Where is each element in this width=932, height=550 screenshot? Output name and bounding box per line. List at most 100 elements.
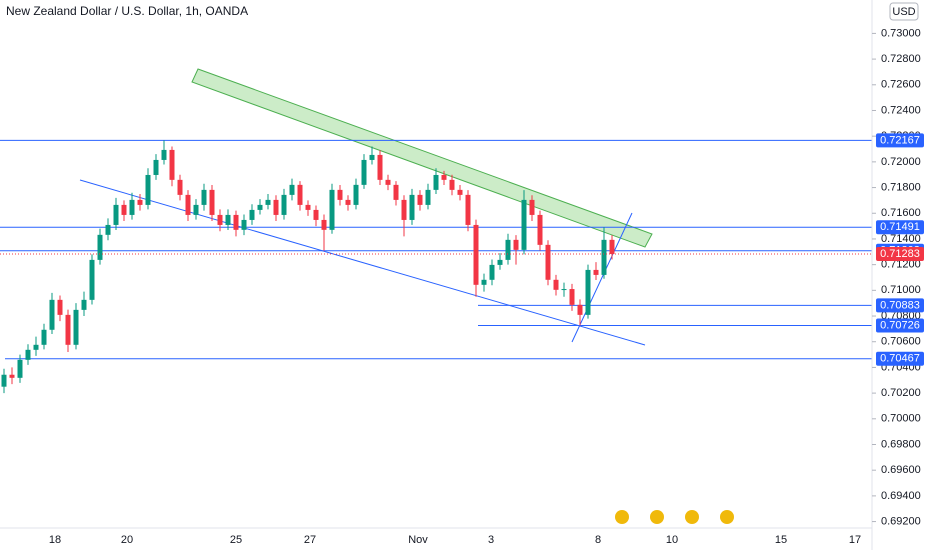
price-tag xyxy=(876,298,924,313)
candle-body xyxy=(537,214,543,245)
candle-body xyxy=(17,359,23,378)
currency-button[interactable] xyxy=(889,2,919,21)
candle-body xyxy=(321,219,327,230)
x-tick-label: 25 xyxy=(230,534,242,546)
price-tag xyxy=(876,351,924,366)
candle-body xyxy=(409,194,415,220)
candle-body xyxy=(417,194,423,205)
candle-body xyxy=(49,299,55,330)
candle-body xyxy=(473,224,479,285)
candle-body xyxy=(185,194,191,215)
y-tick-label: 0.71000 xyxy=(881,284,921,296)
event-icon xyxy=(685,510,699,524)
y-tick-label: 0.70200 xyxy=(881,387,921,399)
candle-body xyxy=(361,159,367,185)
x-tick-label: 20 xyxy=(121,534,133,546)
candle-body xyxy=(529,199,535,215)
last-price-tag xyxy=(876,246,924,261)
candle-body xyxy=(73,309,79,345)
candle-body xyxy=(89,259,95,300)
candle-body xyxy=(329,189,335,230)
event-icon xyxy=(650,510,664,524)
candle-body xyxy=(161,149,167,160)
y-tick-label: 0.72000 xyxy=(881,156,921,168)
candle-body xyxy=(441,174,447,180)
price-tag-label: 0.72167 xyxy=(880,134,920,146)
candle-body xyxy=(97,234,103,260)
candle-body xyxy=(241,219,247,230)
candle-body xyxy=(313,209,319,220)
y-tick-label: 0.73000 xyxy=(881,27,921,39)
candle-body xyxy=(465,194,471,225)
y-tick-label: 0.71200 xyxy=(881,259,921,271)
candle-body xyxy=(393,184,399,200)
candle-body xyxy=(345,199,351,205)
candle-body xyxy=(553,279,559,290)
candle-body xyxy=(57,299,63,315)
price-tag xyxy=(876,220,924,235)
candle-body xyxy=(9,374,15,378)
candle-body xyxy=(353,184,359,205)
candle-body xyxy=(561,289,567,291)
x-tick-label: 27 xyxy=(304,534,316,546)
y-tick-label: 0.71600 xyxy=(881,207,921,219)
candle-body xyxy=(249,209,255,220)
candle-body xyxy=(145,174,151,205)
candle-body xyxy=(169,149,175,180)
candle-body xyxy=(385,179,391,185)
candle-body xyxy=(593,269,599,275)
candle-body xyxy=(257,204,263,210)
candle-body xyxy=(297,184,303,205)
candle-body xyxy=(305,204,311,210)
candle-body xyxy=(265,199,271,205)
candle-body xyxy=(481,279,487,285)
candle-body xyxy=(545,244,551,280)
x-tick-label: Nov xyxy=(408,534,428,546)
candle-body xyxy=(577,304,583,315)
candle-body xyxy=(521,199,527,250)
candle-body xyxy=(65,314,71,345)
candle-body xyxy=(609,239,615,254)
candle-body xyxy=(153,159,159,175)
candle-body xyxy=(201,189,207,205)
candle-body xyxy=(25,349,31,360)
candle-body xyxy=(289,184,295,195)
candle-body xyxy=(369,154,375,160)
x-tick-label: 10 xyxy=(666,534,678,546)
price-tag-label: 0.70726 xyxy=(880,319,920,331)
y-tick-label: 0.71400 xyxy=(881,233,921,245)
y-tick-label: 0.69400 xyxy=(881,490,921,502)
y-tick-label: 0.70600 xyxy=(881,336,921,348)
y-tick-label: 0.69600 xyxy=(881,464,921,476)
candle-body xyxy=(585,269,591,315)
x-tick-label: 3 xyxy=(488,534,494,546)
y-tick-label: 0.70000 xyxy=(881,413,921,425)
event-icon xyxy=(615,510,629,524)
candle-body xyxy=(193,204,199,215)
candle-body xyxy=(113,204,119,225)
y-tick-label: 0.69200 xyxy=(881,515,921,527)
candle-body xyxy=(377,154,383,180)
candle-body xyxy=(129,199,135,215)
price-tag-label: 0.71491 xyxy=(880,221,920,233)
candle-body xyxy=(505,239,511,260)
candle-body xyxy=(513,239,519,250)
price-tag-label: 0.70467 xyxy=(880,353,920,365)
candle-body xyxy=(105,224,111,235)
currency-label[interactable]: USD xyxy=(892,6,915,18)
candle-body xyxy=(209,189,215,215)
candle-body xyxy=(401,199,407,220)
x-tick-label: 8 xyxy=(595,534,601,546)
candle-body xyxy=(497,259,503,265)
y-tick-label: 0.72800 xyxy=(881,53,921,65)
x-tick-label: 15 xyxy=(775,534,787,546)
event-icons xyxy=(615,510,734,524)
candle-body xyxy=(449,179,455,190)
price-tag xyxy=(876,318,924,333)
y-tick-label: 0.69800 xyxy=(881,438,921,450)
candle-body xyxy=(1,374,7,387)
candle-body xyxy=(217,214,223,225)
candle-body xyxy=(489,264,495,280)
candle-body xyxy=(337,189,343,200)
